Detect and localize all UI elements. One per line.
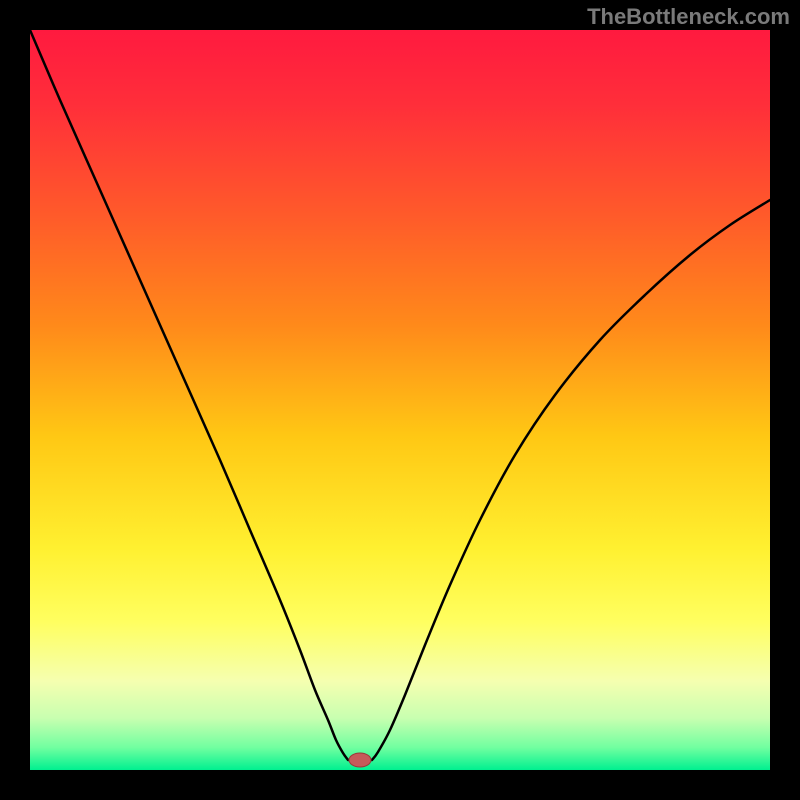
optimum-marker [349,753,371,767]
bottleneck-chart [0,0,800,800]
chart-container: TheBottleneck.com [0,0,800,800]
plot-area [30,30,770,770]
watermark-text: TheBottleneck.com [587,4,790,30]
